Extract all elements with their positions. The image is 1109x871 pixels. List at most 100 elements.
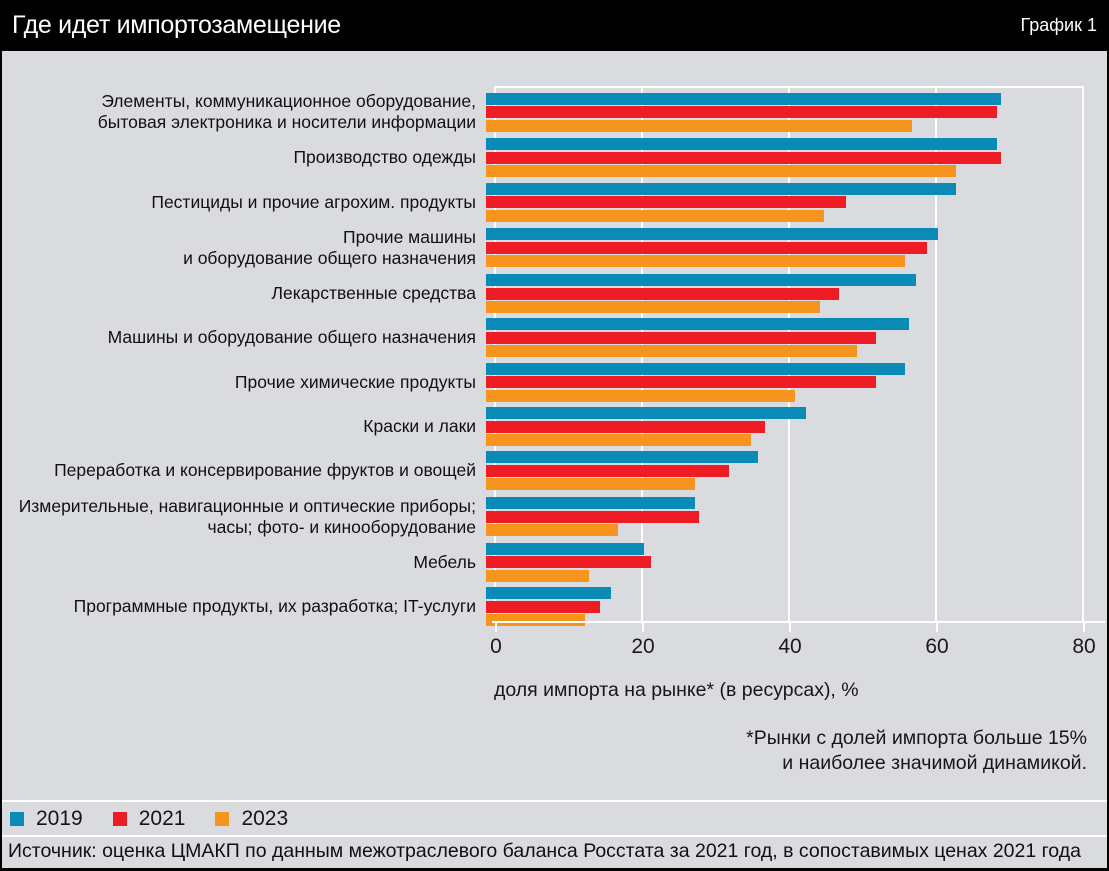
bar-2019: [486, 274, 916, 287]
bar-group: [486, 182, 1074, 222]
bar-2023: [486, 345, 858, 358]
bar-2021: [486, 600, 600, 613]
bar-2023: [486, 209, 825, 222]
chart-row: Краски и лаки: [0, 407, 1084, 447]
chart-row: Элементы, коммуникационное оборудование,…: [0, 91, 1084, 133]
bar-group: [486, 318, 1074, 358]
category-label: Прочие машины и оборудование общего назн…: [183, 226, 476, 268]
x-tick-label: 20: [631, 635, 655, 658]
legend-swatch-2019: [10, 811, 24, 826]
legend-swatch-2021: [112, 811, 127, 826]
legend-label-2019: 2019: [36, 806, 83, 830]
bar-group: [486, 92, 1074, 132]
category-label: Измерительные, навигационные и оптически…: [18, 495, 476, 537]
bar-2019: [486, 407, 806, 420]
bar-2019: [486, 318, 909, 331]
chart-row: Пестициды и прочие агрохим. продукты: [0, 182, 1084, 222]
legend-item-2023: 2023: [215, 807, 288, 831]
bar-group: [486, 407, 1074, 447]
bar-group: [486, 362, 1074, 402]
source-line: Источник: оценка ЦМАКП по данным межотра…: [8, 840, 1081, 862]
x-axis-tick: [936, 623, 938, 632]
chart-row: Лекарственные средства: [0, 274, 1084, 314]
bar-2021: [486, 151, 1001, 164]
bar-2021: [486, 510, 700, 523]
category-label: Переработка и консервирование фруктов и …: [54, 460, 476, 481]
bar-2021: [486, 420, 766, 433]
chart-row: Измерительные, навигационные и оптически…: [0, 496, 1084, 538]
category-label: Пестициды и прочие агрохим. продукты: [151, 191, 476, 212]
category-label: Программные продукты, их разработка; IT-…: [73, 596, 476, 617]
bar-2021: [486, 556, 652, 569]
chart-header: Где идет импортозамещение График 1: [0, 0, 1109, 51]
bar-group: [486, 497, 1074, 537]
bar-2023: [486, 614, 586, 627]
chart-row: Программные продукты, их разработка; IT-…: [0, 587, 1084, 627]
separator-line: [0, 835, 1109, 837]
legend-swatch-2023: [215, 811, 230, 826]
bar-2021: [486, 241, 927, 254]
bar-2023: [486, 165, 957, 178]
bar-2023: [486, 524, 619, 537]
bar-2023: [486, 119, 913, 132]
category-label: Машины и оборудование общего назначения: [107, 327, 476, 348]
bar-2023: [486, 255, 905, 268]
bar-group: [486, 274, 1074, 314]
category-label: Прочие химические продукты: [234, 371, 476, 392]
bar-group: [486, 228, 1074, 268]
category-label: Производство одежды: [293, 147, 476, 168]
chart-row: Машины и оборудование общего назначения: [0, 318, 1084, 358]
bar-2023: [486, 434, 751, 447]
x-axis-label: доля импорта на рынке* (в ресурсах), %: [494, 679, 859, 701]
x-axis-tick: [789, 623, 791, 632]
chart-row: Производство одежды: [0, 138, 1084, 178]
separator-line: [0, 800, 1109, 802]
bar-2019: [486, 497, 696, 510]
x-tick-label: 0: [490, 635, 502, 658]
legend-label-2023: 2023: [241, 806, 289, 830]
bar-2023: [486, 478, 696, 491]
category-label: Лекарственные средства: [271, 283, 476, 304]
chart-rows: Элементы, коммуникационное оборудование,…: [0, 91, 1084, 627]
x-axis-line: [492, 621, 1105, 623]
bar-2019: [486, 451, 758, 464]
chart-row: Прочие машины и оборудование общего назн…: [0, 227, 1084, 269]
category-label: Мебель: [413, 551, 476, 572]
x-axis-tick: [1083, 623, 1085, 632]
chart-number-label: График 1: [1020, 15, 1097, 35]
gridline-60: [935, 88, 937, 623]
bar-2021: [486, 287, 839, 300]
chart-row: Мебель: [0, 542, 1084, 582]
x-axis-tick: [642, 623, 644, 632]
category-label: Элементы, коммуникационное оборудование,…: [97, 91, 476, 132]
bar-2023: [486, 569, 589, 582]
bar-2019: [486, 182, 957, 195]
x-tick-label: 80: [1072, 635, 1096, 658]
bar-2021: [486, 376, 876, 389]
bar-2021: [486, 464, 729, 477]
bar-group: [486, 451, 1074, 491]
bar-2023: [486, 389, 795, 402]
bar-2021: [486, 331, 876, 344]
bar-2019: [486, 362, 905, 375]
legend-item-2021: 2021: [112, 807, 185, 831]
legend-item-2019: 2019: [10, 807, 83, 831]
bar-2021: [486, 196, 847, 209]
bar-chart: Элементы, коммуникационное оборудование,…: [0, 51, 1109, 871]
bar-2019: [486, 228, 939, 241]
x-tick-label: 60: [925, 635, 949, 658]
legend: 2019 2021 2023: [10, 802, 1100, 835]
x-tick-label: 40: [778, 635, 802, 658]
chart-row: Прочие химические продукты: [0, 362, 1084, 402]
bar-2023: [486, 301, 821, 314]
bar-2019: [486, 587, 611, 600]
chart-row: Переработка и консервирование фруктов и …: [0, 451, 1084, 491]
gridline-80: [1082, 88, 1084, 623]
bar-2019: [486, 138, 997, 151]
chart-footnote: *Рынки с долей импорта больше 15% и наиб…: [746, 727, 1087, 774]
bar-group: [486, 542, 1074, 582]
bar-2021: [486, 106, 997, 118]
x-axis-tick: [495, 623, 497, 632]
page-title: Где идет импортозамещение: [12, 11, 341, 39]
bar-2019: [486, 542, 645, 555]
